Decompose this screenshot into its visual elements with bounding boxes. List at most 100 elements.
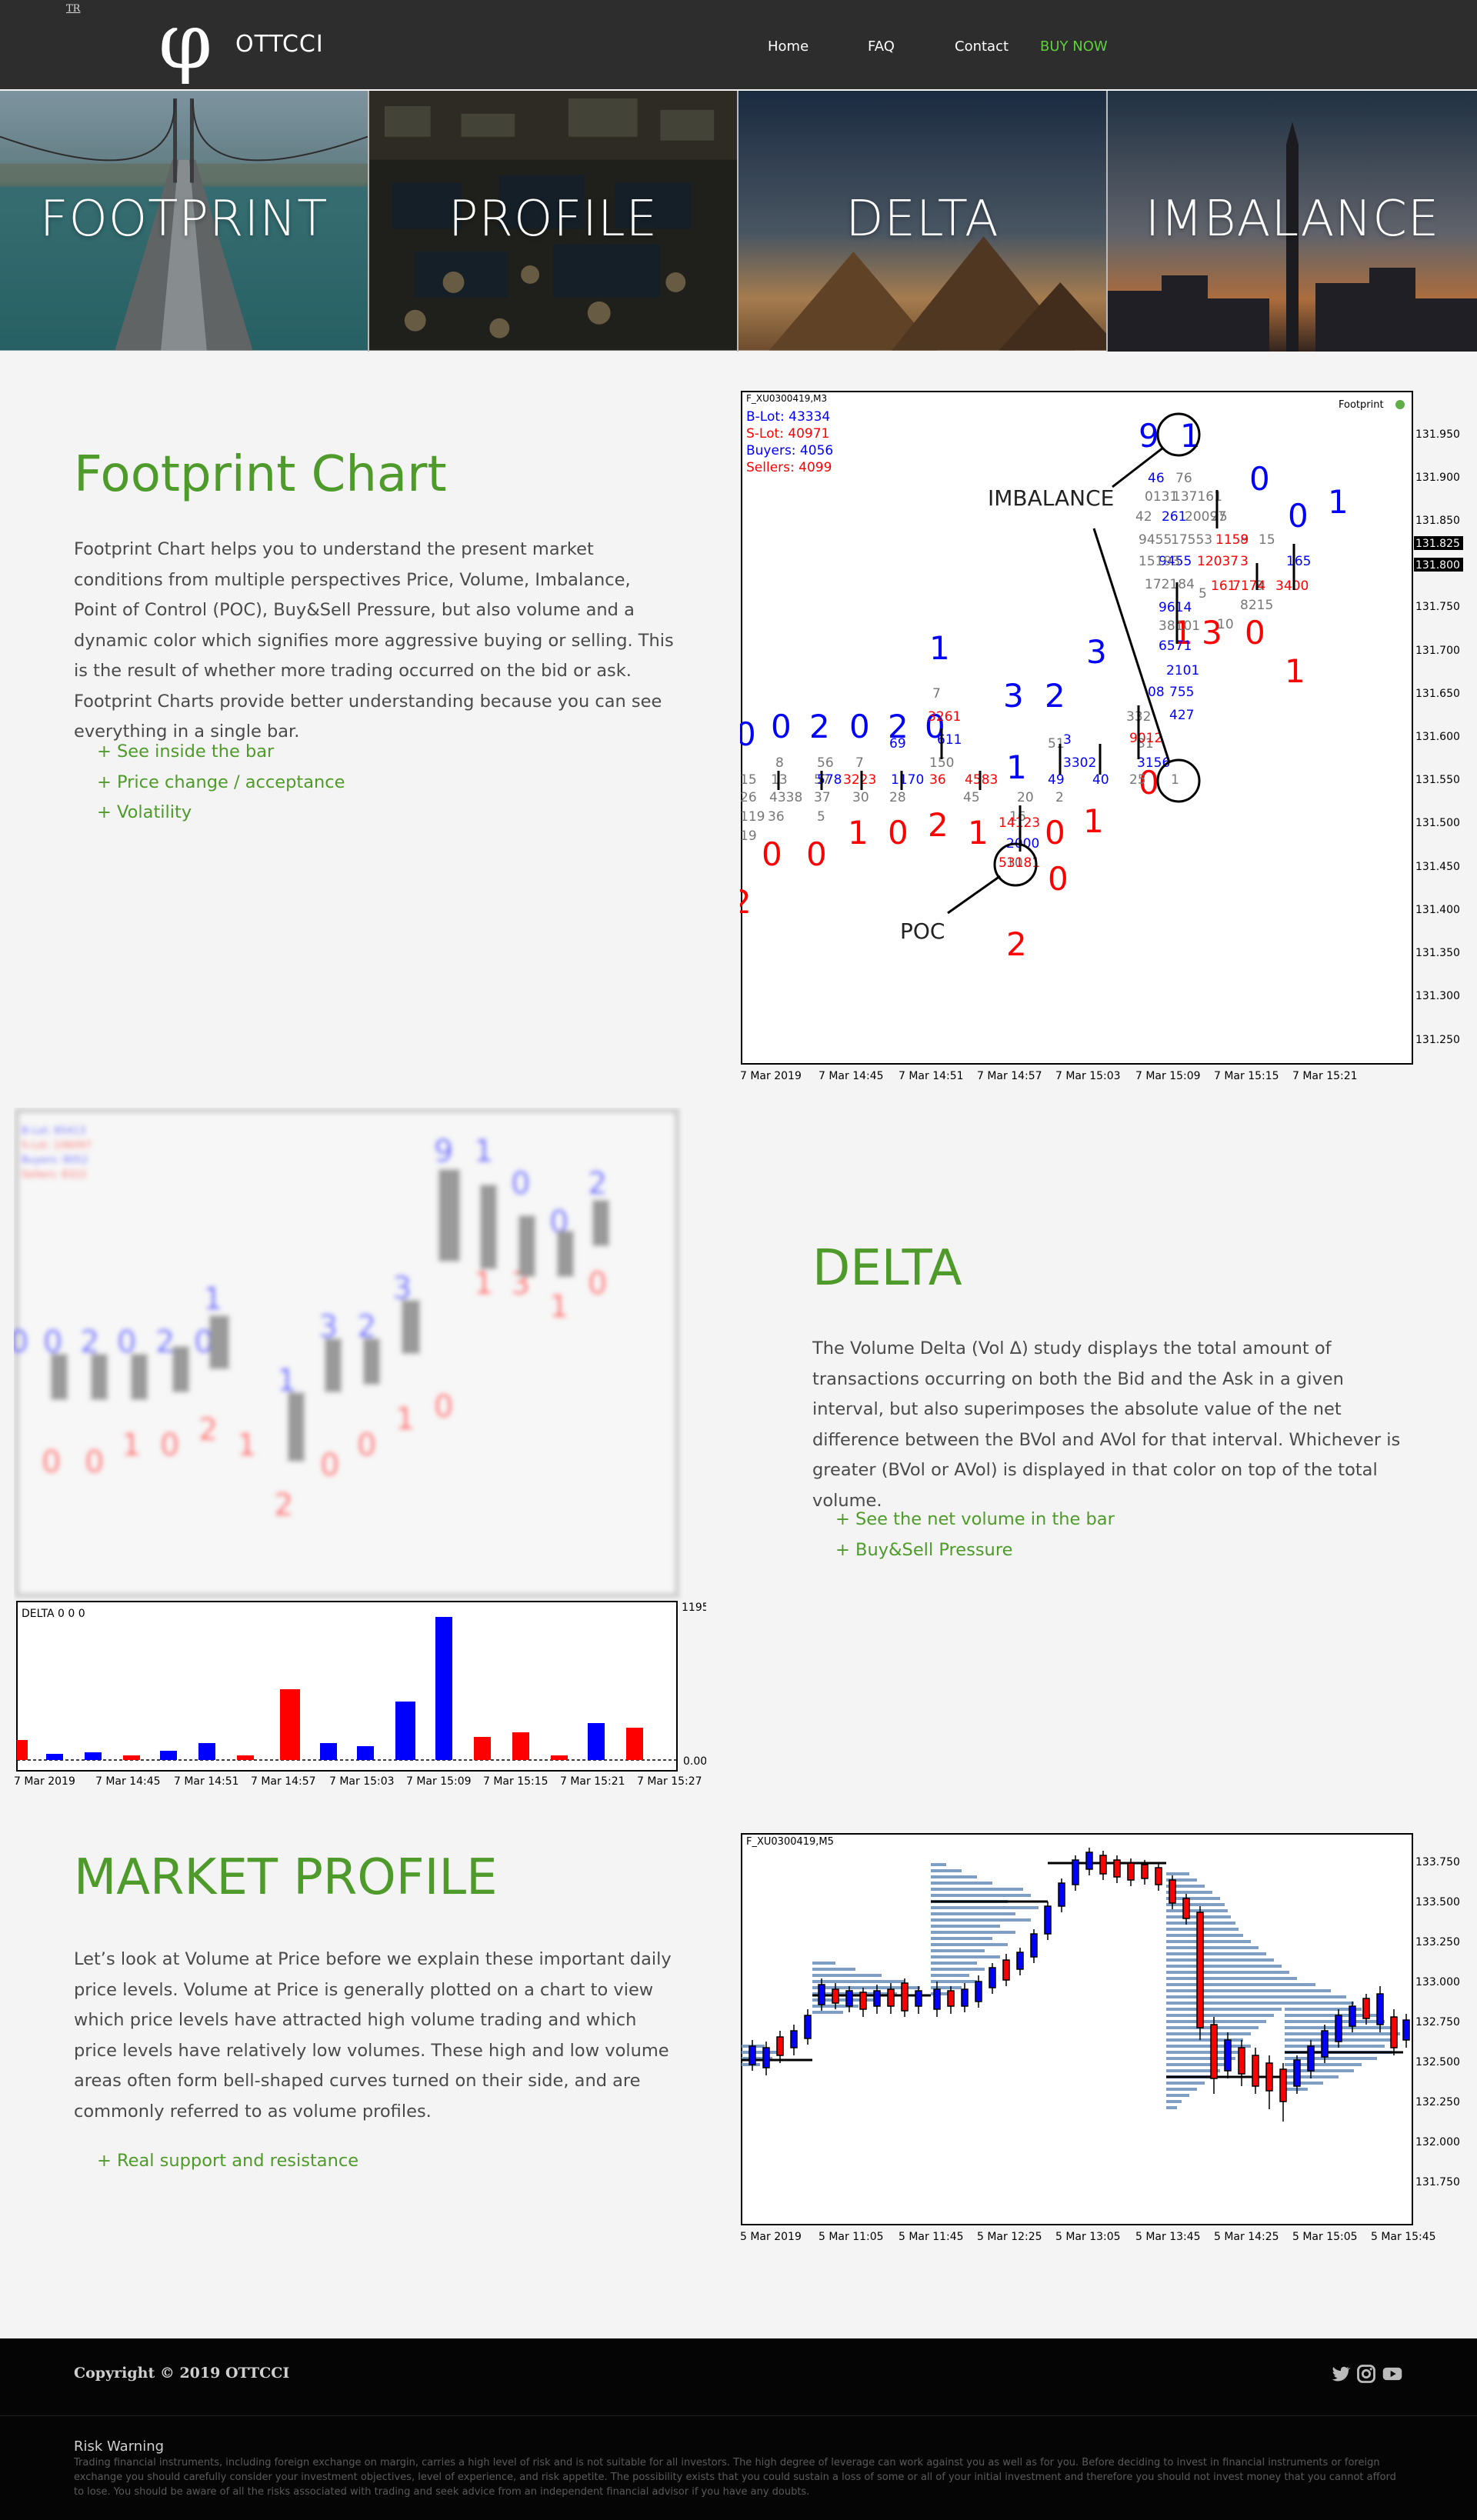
svg-text:1: 1 — [1172, 614, 1193, 652]
svg-text:3: 3 — [1086, 633, 1107, 671]
hero-tile-label: PROFILE — [448, 191, 658, 248]
nav-home[interactable]: Home — [768, 38, 809, 55]
svg-text:131.350: 131.350 — [1415, 947, 1460, 959]
svg-text:7 Mar 15:03: 7 Mar 15:03 — [1055, 1070, 1121, 1082]
svg-text:165: 165 — [1286, 554, 1311, 569]
svg-text:131.825: 131.825 — [1415, 538, 1460, 550]
copyright: Copyright © 2019 OTTCCI — [74, 2365, 290, 2382]
svg-text:0: 0 — [1288, 497, 1309, 535]
logo-text[interactable]: OTTCCI — [235, 31, 324, 58]
hero-tile-profile[interactable]: PROFILE — [369, 91, 738, 352]
svg-text:69: 69 — [889, 736, 906, 752]
svg-text:17553: 17553 — [1171, 532, 1212, 548]
footprint-bullets: + See inside the bar + Price change / ac… — [97, 737, 345, 828]
svg-text:20097: 20097 — [1185, 509, 1226, 525]
logo-icon[interactable]: φ — [158, 0, 213, 86]
nav-faq[interactable]: FAQ — [868, 38, 895, 55]
svg-text:133.750: 133.750 — [1415, 1856, 1460, 1868]
nav-contact[interactable]: Contact — [955, 38, 1009, 55]
svg-text:1: 1 — [1171, 772, 1179, 788]
svg-text:7 Mar 14:45: 7 Mar 14:45 — [95, 1775, 161, 1788]
svg-text:9455: 9455 — [1139, 532, 1172, 548]
svg-text:1: 1 — [395, 1402, 415, 1437]
svg-text:30: 30 — [852, 790, 869, 805]
svg-text:7 Mar 2019: 7 Mar 2019 — [740, 1070, 802, 1082]
hero-tile-footprint[interactable]: FOOTPRINT — [0, 91, 369, 352]
svg-text:7 Mar 14:57: 7 Mar 14:57 — [251, 1775, 316, 1788]
chart-plot-area — [741, 1833, 1413, 2225]
bridge-image — [0, 91, 368, 351]
svg-text:119: 119 — [740, 809, 765, 825]
svg-text:0: 0 — [1139, 764, 1159, 802]
svg-text:9614: 9614 — [1159, 600, 1192, 615]
svg-text:131.300: 131.300 — [1415, 990, 1460, 1002]
svg-text:2: 2 — [888, 708, 909, 745]
svg-text:36: 36 — [768, 809, 785, 825]
market-profile-chart: F_XU0300419,M5 — [740, 1832, 1477, 2248]
svg-text:7 Mar 14:57: 7 Mar 14:57 — [977, 1070, 1042, 1082]
svg-text:1: 1 — [929, 629, 950, 667]
svg-text:9012: 9012 — [1129, 731, 1162, 746]
svg-text:132.250: 132.250 — [1415, 2096, 1460, 2108]
svg-text:7: 7 — [855, 755, 864, 771]
svg-text:1170: 1170 — [891, 772, 924, 788]
hero-tile-imbalance[interactable]: IMBALANCE — [1108, 91, 1477, 352]
svg-text:5 Mar 11:05: 5 Mar 11:05 — [819, 2231, 884, 2243]
svg-text:7 Mar 15:15: 7 Mar 15:15 — [1214, 1070, 1279, 1082]
language-switch[interactable]: TR — [66, 3, 81, 15]
delta-max-label: 1195 — [682, 1602, 706, 1614]
svg-text:133.000: 133.000 — [1415, 1976, 1460, 1988]
svg-text:132.500: 132.500 — [1415, 2056, 1460, 2068]
svg-text:0: 0 — [1045, 814, 1065, 852]
svg-text:0: 0 — [806, 835, 827, 873]
svg-text:131.650: 131.650 — [1415, 688, 1460, 700]
svg-text:2: 2 — [588, 1166, 607, 1202]
hero-tiles: FOOTPRINT PROFILE DELTA — [0, 91, 1477, 352]
svg-text:45: 45 — [963, 790, 980, 805]
svg-text:131.600: 131.600 — [1415, 731, 1460, 743]
svg-text:2101: 2101 — [1166, 663, 1199, 678]
svg-text:51: 51 — [1048, 736, 1065, 752]
svg-text:0: 0 — [511, 1166, 530, 1202]
svg-text:38101: 38101 — [1159, 618, 1200, 634]
svg-text:0: 0 — [14, 1325, 28, 1360]
svg-text:B-Lot: 85413: B-Lot: 85413 — [22, 1125, 86, 1137]
instagram-icon[interactable] — [1355, 2363, 1377, 2385]
hero-tile-delta[interactable]: DELTA — [738, 91, 1108, 352]
svg-text:5: 5 — [1199, 586, 1207, 602]
poc-marker — [993, 842, 1038, 887]
svg-text:131.950: 131.950 — [1415, 428, 1460, 441]
svg-text:53181: 53181 — [999, 855, 1040, 871]
twitter-icon[interactable] — [1329, 2363, 1351, 2385]
svg-text:3302: 3302 — [1063, 755, 1096, 771]
svg-text:4583: 4583 — [965, 772, 998, 788]
site-footer: Copyright © 2019 OTTCCI Risk Warning Tra… — [0, 2338, 1477, 2520]
svg-text:20: 20 — [1017, 790, 1034, 805]
svg-text:131.850: 131.850 — [1415, 515, 1460, 527]
svg-text:2000: 2000 — [1006, 836, 1039, 852]
svg-text:1: 1 — [203, 1282, 222, 1317]
delta-footprint-preview: B-Lot: 85413 Buyers: 8052 S-Lot: 106097 Se… — [9, 1108, 679, 1598]
svg-text:131.750: 131.750 — [1415, 601, 1460, 613]
svg-text:131.800: 131.800 — [1415, 559, 1460, 572]
svg-text:2: 2 — [1045, 677, 1065, 715]
trading-floor-image — [369, 91, 737, 351]
svg-text:1159: 1159 — [1215, 532, 1249, 548]
svg-text:40: 40 — [1092, 772, 1109, 788]
nav-buy-now[interactable]: BUY NOW — [1040, 38, 1108, 55]
svg-text:131.700: 131.700 — [1415, 645, 1460, 657]
youtube-icon[interactable] — [1382, 2363, 1403, 2385]
svg-text:131.900: 131.900 — [1415, 472, 1460, 484]
delta-description: The Volume Delta (Vol Δ) study displays … — [812, 1338, 1401, 1511]
svg-text:2: 2 — [1006, 925, 1027, 963]
svg-text:25: 25 — [1211, 509, 1228, 525]
poc-annotation: POC — [900, 918, 945, 944]
bullet-item: + See the net volume in the bar — [835, 1509, 1115, 1529]
svg-text:15: 15 — [740, 772, 757, 788]
chart-plot-area — [741, 391, 1413, 1065]
svg-text:0131: 0131 — [1145, 489, 1178, 505]
delta-bars — [17, 1617, 643, 1760]
svg-text:131.500: 131.500 — [1415, 817, 1460, 829]
